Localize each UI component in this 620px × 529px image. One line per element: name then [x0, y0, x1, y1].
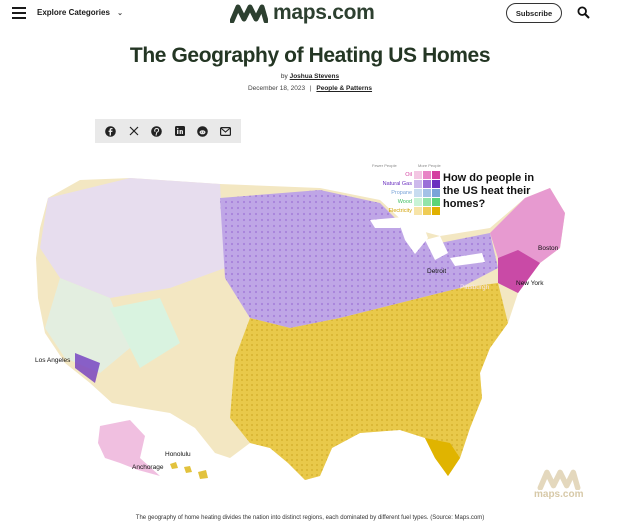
legend-swatch — [432, 189, 440, 197]
legend-swatch — [423, 189, 431, 197]
city-label-new-york: New York — [516, 280, 544, 287]
legend-label: Wood — [397, 199, 412, 205]
linkedin-icon[interactable] — [173, 125, 186, 138]
legend-swatch — [423, 198, 431, 206]
legend-label: Electricity — [388, 208, 412, 214]
maps-watermark: maps.com — [534, 468, 583, 500]
pinterest-icon[interactable] — [150, 125, 163, 138]
logo-text: maps.com — [273, 1, 375, 24]
map-question: How do people in the US heat their homes… — [443, 172, 535, 210]
city-label-anchorage: Anchorage — [132, 464, 164, 471]
legend-swatch — [414, 189, 422, 197]
city-label-detroit: Detroit — [427, 268, 447, 275]
hawaii — [170, 462, 208, 479]
legend-swatch — [414, 207, 422, 215]
chevron-down-icon: ⌄ — [117, 10, 124, 17]
watermark-text: maps.com — [534, 489, 584, 500]
dateline: December 18, 2023 | People & Patterns — [0, 85, 620, 92]
legend-fewer-label: Fewer People — [372, 163, 397, 168]
heating-map: Fewer People More People Oil Natural Gas… — [20, 158, 600, 510]
legend-row-natural-gas: Natural Gas — [372, 180, 492, 189]
separator: | — [309, 85, 312, 92]
search-icon[interactable] — [577, 6, 590, 24]
explore-label: Explore Categories — [37, 8, 110, 17]
legend-label: Natural Gas — [382, 181, 412, 187]
legend-swatch — [432, 171, 440, 179]
legend-swatch — [432, 207, 440, 215]
legend-swatch — [432, 180, 440, 188]
share-bar — [95, 119, 241, 143]
legend-swatch — [414, 171, 422, 179]
author-link[interactable]: Joshua Stevens — [289, 73, 340, 80]
legend-swatch — [423, 171, 431, 179]
map-caption: The geography of home heating divides th… — [135, 515, 485, 521]
city-label-pittsburgh: Pittsburgh — [460, 284, 490, 291]
facebook-icon[interactable] — [104, 125, 117, 138]
reddit-icon[interactable] — [196, 125, 209, 138]
legend-swatch — [414, 198, 422, 206]
legend-row-propane: Propane — [372, 189, 492, 198]
legend-row-electricity: Electricity — [372, 207, 492, 216]
legend-more-label: More People — [418, 163, 441, 168]
legend-row-oil: Oil — [372, 171, 492, 180]
legend-swatch — [414, 180, 422, 188]
city-label-boston: Boston — [538, 245, 559, 252]
email-icon[interactable] — [219, 125, 232, 138]
legend-label: Propane — [391, 190, 412, 196]
legend-swatch — [423, 180, 431, 188]
by-prefix: by — [280, 73, 288, 80]
watermark-logo-icon — [537, 469, 581, 490]
x-icon[interactable] — [127, 125, 140, 138]
publish-date: December 18, 2023 — [247, 85, 306, 92]
explore-categories-menu[interactable]: Explore Categories ⌄ — [37, 8, 123, 17]
subscribe-button[interactable]: Subscribe — [506, 3, 562, 23]
logo-mark-icon — [230, 4, 268, 23]
byline: by Joshua Stevens — [0, 73, 620, 80]
city-label-los-angeles: Los Angeles — [35, 357, 71, 364]
site-logo[interactable]: maps.com — [230, 1, 375, 25]
us-map-graphic — [36, 178, 565, 480]
legend-swatch — [423, 207, 431, 215]
category-link[interactable]: People & Patterns — [316, 85, 373, 92]
city-label-honolulu: Honolulu — [165, 451, 191, 458]
page-title: The Geography of Heating US Homes — [129, 44, 491, 67]
alaska — [98, 420, 160, 476]
legend-label: Oil — [405, 172, 412, 178]
hamburger-icon[interactable] — [12, 7, 26, 19]
legend-row-wood: Wood — [372, 198, 492, 207]
legend-swatch — [432, 198, 440, 206]
